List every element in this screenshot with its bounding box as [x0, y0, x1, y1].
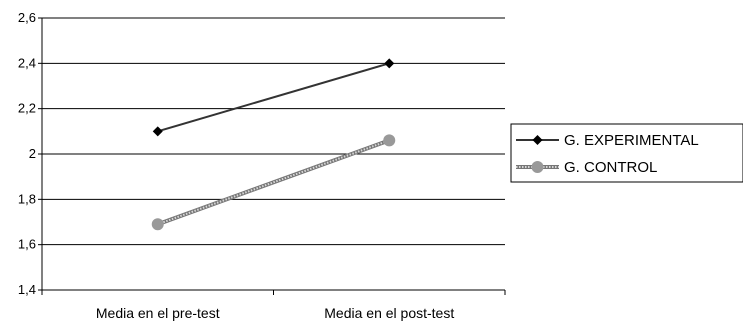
y-tick-label: 1,6: [18, 237, 36, 252]
legend-box: [510, 123, 743, 183]
series-experimental: [152, 58, 395, 137]
axes: [38, 17, 506, 295]
legend-label: G. CONTROL: [564, 159, 657, 176]
legend-marker: [531, 161, 544, 173]
x-tick-labels: Media en el pre-test Media en el post-tes…: [96, 305, 454, 321]
x-tick-label: Media en el pre-test: [96, 305, 220, 321]
y-tick-label: 1,8: [18, 191, 36, 206]
y-tick-label: 2,6: [18, 10, 36, 25]
data-point: [152, 126, 163, 137]
data-point: [383, 134, 396, 147]
y-tick-label: 2,4: [18, 55, 36, 70]
series-line-pattern: [157, 139, 390, 226]
y-tick-label: 2: [29, 146, 36, 161]
legend-marker: [532, 135, 543, 145]
series-group: [151, 58, 396, 231]
legend-item-experimental: G. EXPERIMENTAL: [516, 132, 699, 149]
series-line: [157, 62, 390, 133]
data-point: [384, 58, 395, 69]
series-control: [151, 134, 396, 231]
legend-label: G. EXPERIMENTAL: [564, 132, 699, 149]
x-tick-label: Media en el post-test: [324, 305, 454, 321]
gridlines: [42, 17, 505, 246]
data-point: [151, 218, 164, 231]
legend-item-control: G. CONTROL: [516, 159, 657, 176]
y-tick-labels: 1,4 1,6 1,8 2 2,2 2,4 2,6: [18, 10, 36, 297]
y-tick-label: 2,2: [18, 101, 36, 116]
y-tick-label: 1,4: [18, 282, 36, 297]
legend: G. EXPERIMENTAL G. CONTROL: [510, 123, 743, 183]
